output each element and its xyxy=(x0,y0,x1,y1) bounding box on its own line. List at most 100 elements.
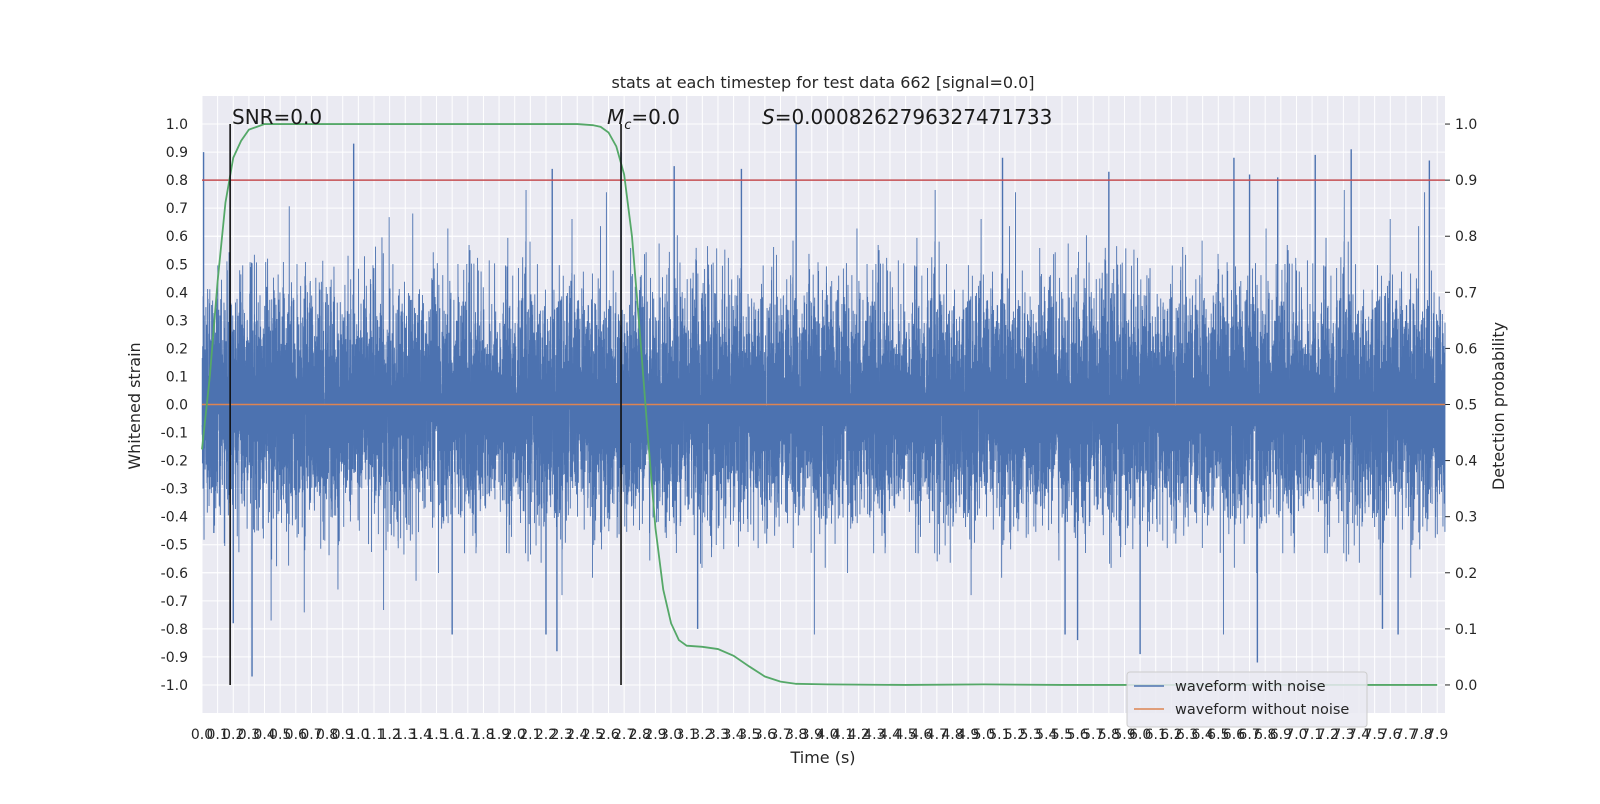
x-tick-label: 7.1 xyxy=(1301,727,1323,743)
x-tick-label: 1.7 xyxy=(457,727,479,743)
x-tick-label: 2.5 xyxy=(582,727,604,743)
series-waveform-with-noise xyxy=(201,124,1446,677)
x-tick-label: 1.8 xyxy=(472,727,494,743)
x-tick-label: 5.7 xyxy=(1082,727,1104,743)
x-tick-label: 0.4 xyxy=(253,727,275,743)
x-tick-label: 0.9 xyxy=(332,727,354,743)
y2-tick-label: 0.6 xyxy=(1455,341,1477,357)
score-value: =0.0008262796327471733 xyxy=(775,105,1053,129)
x-tick-label: 7.9 xyxy=(1426,727,1448,743)
x-tick-label: 4.0 xyxy=(816,727,838,743)
x-tick-label: 4.7 xyxy=(926,727,948,743)
series-lines xyxy=(201,123,1445,686)
y2-tick-label: 0.5 xyxy=(1455,398,1477,414)
x-tick-label: 6.8 xyxy=(1254,727,1276,743)
x-tick-label: 4.4 xyxy=(879,727,901,743)
y-tick-label: 0.2 xyxy=(166,341,188,357)
x-tick-label: 1.0 xyxy=(347,727,369,743)
y2-tick-label: 0.4 xyxy=(1455,454,1477,470)
x-tick-label: 0.5 xyxy=(269,727,291,743)
x-tick-label: 5.0 xyxy=(973,727,995,743)
x-tick-label: 3.6 xyxy=(754,727,776,743)
y-axis-label: Whitened strain xyxy=(125,342,144,469)
y-tick-label: -0.3 xyxy=(161,482,188,498)
x-tick-label: 2.2 xyxy=(535,727,557,743)
x-tick-label: 7.6 xyxy=(1379,727,1401,743)
score-symbol: S xyxy=(762,105,775,129)
x-tick-label: 7.3 xyxy=(1332,727,1354,743)
y-tick-label: 0.6 xyxy=(166,229,188,245)
y2-axis-label: Detection probability xyxy=(1489,322,1508,490)
x-tick-label: 2.7 xyxy=(613,727,635,743)
y-tick-label: 1.0 xyxy=(166,117,188,133)
score-annotation: S=0.0008262796327471733 xyxy=(762,105,1052,129)
detection-probability-line xyxy=(201,123,1438,686)
y-tick-label: 0.4 xyxy=(166,285,188,301)
y-tick-label: -0.6 xyxy=(161,566,188,582)
x-tick-label: 7.7 xyxy=(1395,727,1417,743)
y-tick-label: -0.2 xyxy=(161,454,188,470)
x-tick-label: 4.3 xyxy=(863,727,885,743)
chirp-mass-value: =0.0 xyxy=(631,105,680,129)
x-tick-label: 5.2 xyxy=(1004,727,1026,743)
x-tick-label: 0.0 xyxy=(191,727,213,743)
y2-tick-label: 1.0 xyxy=(1455,117,1477,133)
x-tick-label: 0.6 xyxy=(285,727,307,743)
x-tick-label: 7.5 xyxy=(1364,727,1386,743)
legend-label-waveform-without-noise: waveform without noise xyxy=(1175,702,1349,718)
y-tick-label: -0.7 xyxy=(161,594,188,610)
x-tick-label: 4.6 xyxy=(910,727,932,743)
x-tick-label: 4.5 xyxy=(894,727,916,743)
x-tick-label: 6.1 xyxy=(1145,727,1167,743)
x-tick-label: 4.1 xyxy=(832,727,854,743)
y2-tick-label: 0.7 xyxy=(1455,285,1477,301)
x-tick-label: 6.5 xyxy=(1207,727,1229,743)
chirp-mass-symbol: M xyxy=(607,105,624,129)
x-tick-label: 1.2 xyxy=(378,727,400,743)
x-tick-label: 5.8 xyxy=(1098,727,1120,743)
x-tick-label: 1.6 xyxy=(441,727,463,743)
y-tick-label: 0.3 xyxy=(166,313,188,329)
y-tick-label: 0.7 xyxy=(166,201,188,217)
y2-tick-label: 0.3 xyxy=(1455,510,1477,526)
x-axis-label: Time (s) xyxy=(789,748,855,767)
x-tick-label: 0.7 xyxy=(300,727,322,743)
y-tick-label: -0.9 xyxy=(161,650,188,666)
x-tick-label: 7.2 xyxy=(1317,727,1339,743)
x-tick-label: 0.2 xyxy=(222,727,244,743)
y2-tick-label: 0.9 xyxy=(1455,173,1477,189)
x-tick-label: 2.6 xyxy=(597,727,619,743)
x-tick-label: 2.0 xyxy=(504,727,526,743)
y2-tick-label: 0.1 xyxy=(1455,622,1477,638)
y-tick-label: 0.1 xyxy=(166,369,188,385)
y-tick-labels: 1.0 0.9 0.8 0.7 0.6 0.5 0.4 0.3 0.2 0.1 0.0 -0.1 -0.… xyxy=(161,117,188,694)
x-tick-label: 3.3 xyxy=(707,727,729,743)
x-tick-label: 0.3 xyxy=(238,727,260,743)
y-tick-label: -0.4 xyxy=(161,510,188,526)
y2-tick-labels: 1.0 0.9 0.8 0.7 0.6 0.5 0.4 0.3 0.2 0.1 0.0 xyxy=(1455,117,1477,694)
x-tick-label: 2.9 xyxy=(644,727,666,743)
y2-tick-label: 0.8 xyxy=(1455,229,1477,245)
chirp-mass-subscript: c xyxy=(624,118,631,133)
snr-annotation: SNR=0.0 xyxy=(232,105,322,129)
x-tick-label: 5.3 xyxy=(1020,727,1042,743)
x-tick-label: 6.6 xyxy=(1223,727,1245,743)
x-tick-label: 4.8 xyxy=(941,727,963,743)
x-tick-label: 2.4 xyxy=(566,727,588,743)
x-tick-label: 3.5 xyxy=(738,727,760,743)
x-tick-label: 2.3 xyxy=(550,727,572,743)
x-tick-label: 3.9 xyxy=(801,727,823,743)
x-tick-label: 5.6 xyxy=(1066,727,1088,743)
chirp-mass-annotation: Mc=0.0 xyxy=(607,105,680,133)
x-tick-label: 0.8 xyxy=(316,727,338,743)
x-tick-label: 4.9 xyxy=(957,727,979,743)
x-tick-label: 7.0 xyxy=(1285,727,1307,743)
x-tick-label: 1.4 xyxy=(410,727,432,743)
x-tick-label: 3.2 xyxy=(691,727,713,743)
x-tick-label: 4.2 xyxy=(848,727,870,743)
x-tick-label: 5.9 xyxy=(1113,727,1135,743)
x-tick-label: 2.1 xyxy=(519,727,541,743)
x-tick-label: 3.0 xyxy=(660,727,682,743)
x-tick-label: 6.0 xyxy=(1129,727,1151,743)
